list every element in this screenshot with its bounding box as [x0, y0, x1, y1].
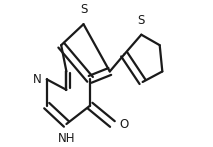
Text: S: S [138, 14, 145, 27]
Text: O: O [119, 117, 128, 131]
Text: S: S [80, 3, 87, 16]
Text: N: N [33, 73, 42, 86]
Text: NH: NH [58, 132, 75, 145]
